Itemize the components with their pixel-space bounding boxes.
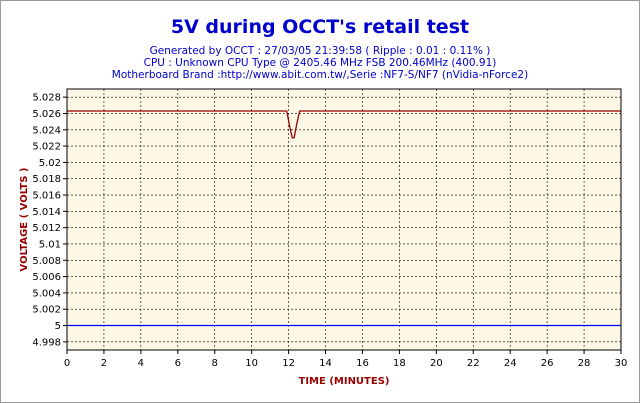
y-axis-label: VOLTAGE ( VOLTS ) [19, 168, 30, 272]
x-axis-label: TIME (MINUTES) [299, 376, 390, 387]
x-tick-label: 8 [212, 358, 218, 369]
x-tick-label: 22 [467, 358, 480, 369]
x-tick-label: 24 [504, 358, 517, 369]
chart-title: 5V during OCCT's retail test [170, 16, 470, 38]
y-tick-label: 5.008 [32, 256, 61, 267]
x-tick-label: 28 [578, 358, 591, 369]
generated-info: Generated by OCCT : 27/03/05 21:39:58 ( … [149, 45, 491, 57]
y-tick-label: 5.018 [32, 174, 61, 185]
y-tick-label: 5.01 [39, 239, 61, 250]
x-tick-label: 16 [356, 358, 369, 369]
y-tick-label: 5.022 [32, 142, 61, 153]
x-tick-label: 30 [615, 358, 628, 369]
x-tick-label: 10 [245, 358, 258, 369]
y-tick-label: 5.028 [32, 93, 61, 104]
x-tick-label: 2 [101, 358, 107, 369]
y-tick-label: 4.998 [32, 337, 61, 348]
x-tick-label: 12 [282, 358, 295, 369]
x-tick-label: 0 [64, 358, 70, 369]
y-tick-label: 5.016 [32, 191, 61, 202]
plot-border [66, 88, 622, 351]
x-tick-label: 20 [430, 358, 443, 369]
y-tick-label: 5.002 [32, 305, 61, 316]
cpu-info: CPU : Unknown CPU Type @ 2405.46 MHz FSB… [143, 57, 497, 69]
x-tick-label: 14 [319, 358, 332, 369]
x-tick-label: 6 [175, 358, 181, 369]
y-tick-label: 5.006 [32, 272, 61, 283]
y-tick-label: 5.02 [39, 158, 61, 169]
x-tick-label: 26 [541, 358, 554, 369]
series-line-1 [67, 110, 621, 139]
y-tick-label: 5.026 [32, 109, 61, 120]
y-tick-label: 5.024 [32, 125, 61, 136]
x-tick-label: 4 [138, 358, 144, 369]
y-tick-label: 5.004 [32, 288, 61, 299]
y-tick-label: 5.012 [32, 223, 61, 234]
y-tick-label: 5 [55, 321, 61, 332]
x-tick-label: 18 [393, 358, 406, 369]
plot-area [67, 89, 621, 350]
motherboard-info: Motherboard Brand :http://www.abit.com.t… [111, 69, 529, 81]
y-tick-label: 5.014 [32, 207, 61, 218]
